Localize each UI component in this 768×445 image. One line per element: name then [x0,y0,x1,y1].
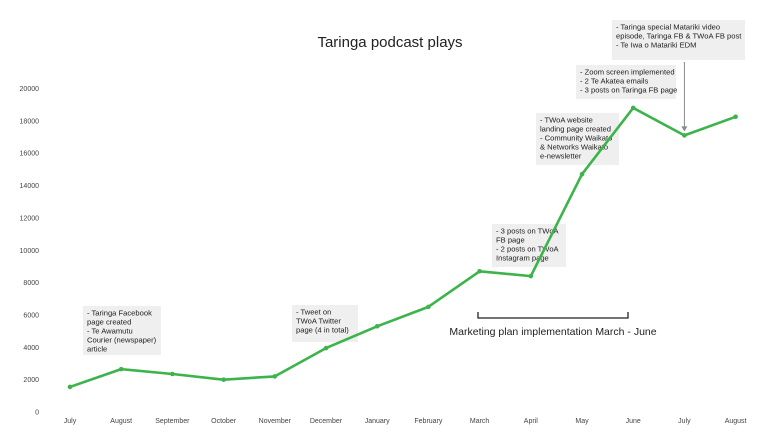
y-tick-label: 8000 [23,280,39,287]
x-tick-label: July [64,418,77,425]
annotation-text: e-newsletter [540,152,582,161]
data-point [477,268,482,274]
annotation-arrow [681,62,688,132]
phase-bracket-line [477,312,629,319]
y-tick-label: 2000 [23,377,39,384]
annotation-text: - Te Iwa o Matariki EDM [616,41,696,50]
data-point [682,133,687,138]
x-tick-label: May [575,418,589,425]
x-tick-label: August [725,418,747,425]
data-point [272,374,278,379]
phase-label: Marketing plan implementation March - Ju… [449,326,656,338]
annotation-text: Instagram page [496,254,549,263]
y-tick-label: 20000 [20,86,40,93]
x-tick-label: November [259,418,292,425]
y-tick-label: 0 [35,410,39,417]
annotation-text: & Networks Waikato [540,143,608,152]
annotation-text: - Community Waikato [540,134,612,143]
annotation-text: page (4 in total) [296,326,349,335]
annotation-text: page created [87,318,131,327]
annotation-text: Courier (newspaper) [87,336,157,345]
x-tick-label: March [470,418,490,425]
data-point [426,304,431,310]
annotation-text: episode, Taringa FB & TWoA FB post [616,32,742,41]
chart-title: Taringa podcast plays [317,34,462,51]
x-tick-label: April [524,418,538,425]
y-tick-label: 18000 [20,118,40,125]
y-tick-label: 12000 [20,215,40,222]
data-point [630,105,636,111]
annotation-text: - 2 Te Akatea emails [580,77,648,86]
data-point [221,377,226,382]
annotation-text: landing page created [540,125,611,134]
data-point [67,384,73,390]
annotation-text: - Te Awamutu [87,327,133,336]
x-tick-label: December [310,418,343,425]
data-point [374,323,380,329]
x-tick-label: June [626,418,641,425]
annotation-callout: - Zoom screen implemented- 2 Te Akatea e… [576,65,677,99]
series-line [68,106,737,389]
y-axis: 0 2000 4000 6000 8000 10000 12000 14000 16000 180… [20,86,40,417]
x-axis: July August September October November Decemb… [64,418,747,425]
x-tick-label: February [414,418,443,425]
annotation-callout: - Taringa special Matariki videoepisode,… [612,20,745,60]
annotation-text: article [87,345,107,354]
annotation-text: - 3 posts on TWoA [496,227,560,236]
annotation-box [576,65,676,99]
annotation-box [536,113,619,165]
x-tick-label: August [110,418,132,425]
x-tick-label: July [678,418,691,425]
y-tick-label: 16000 [20,151,40,158]
annotation-text: - 3 posts on Taringa FB page [580,86,677,95]
x-tick-label: January [365,418,390,425]
annotation-box [83,306,161,355]
annotation-text: - 2 posts on TWoA [496,245,560,254]
data-point [528,273,534,279]
data-point [323,345,329,351]
annotation-text: TWoA Twitter [296,317,341,326]
annotation-arrow-head [681,126,688,132]
x-tick-label: September [155,418,190,425]
data-point [118,366,124,372]
y-tick-label: 10000 [20,248,40,255]
annotation-text: - Taringa Facebook [87,309,152,318]
series-group [67,105,738,390]
phase-bracket: Marketing plan implementation March - Ju… [449,312,657,338]
y-tick-label: 14000 [20,183,40,190]
data-point [733,114,738,120]
annotation-text: - Zoom screen implemented [580,68,675,77]
data-point [579,171,585,177]
annotation-text: - Tweet on [296,308,331,317]
annotation-box [292,305,358,342]
annotation-text: - Taringa special Matariki video [616,23,720,32]
annotation-text: - TWoA website [540,116,593,125]
annotation-box [612,20,745,60]
annotation-text: FB page [496,236,525,245]
y-tick-label: 6000 [23,312,39,319]
y-tick-label: 4000 [23,345,39,352]
x-tick-label: October [211,418,237,425]
data-point [170,371,175,377]
